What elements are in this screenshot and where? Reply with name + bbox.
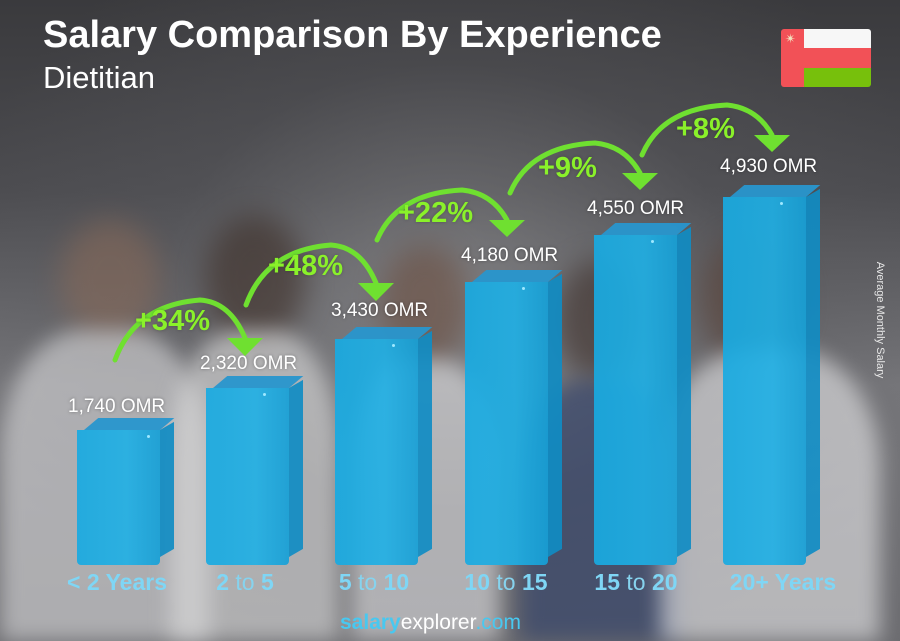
pct-increase-4: +9%	[538, 152, 597, 184]
y-axis-label: Average Monthly Salary	[874, 261, 886, 379]
bar-6	[723, 185, 821, 565]
pct-increase-2: +48%	[268, 250, 343, 282]
oman-flag-icon: ✴	[781, 29, 871, 87]
value-label-2: 2,320 OMR	[200, 353, 298, 374]
emblem-icon: ✴	[785, 31, 796, 46]
category-label-4: 10 to 15	[464, 569, 548, 595]
pct-increase-1: +34%	[135, 305, 210, 337]
category-label-1: < 2 Years	[67, 569, 167, 595]
value-label-6: 4,930 OMR	[720, 156, 818, 177]
chart-subtitle: Dietitian	[43, 60, 155, 95]
value-label-5: 4,550 OMR	[587, 198, 685, 219]
bar-2	[206, 376, 304, 565]
bar-4	[465, 270, 563, 565]
brand-logo: salaryexplorer.com	[340, 611, 521, 634]
value-label-1: 1,740 OMR	[68, 396, 166, 417]
pct-increase-5: +8%	[676, 113, 735, 145]
chart-title: Salary Comparison By Experience	[43, 14, 662, 56]
increase-arrow-icon-1	[112, 297, 263, 363]
increase-arrow-icon-2	[243, 242, 394, 308]
bar-1	[77, 418, 175, 565]
pct-increase-3: +22%	[398, 197, 473, 229]
value-label-4: 4,180 OMR	[461, 245, 559, 266]
increase-arrow-icon-3	[374, 187, 525, 243]
category-label-6: 20+ Years	[729, 569, 837, 595]
increase-arrow-icon-4	[507, 140, 658, 196]
category-label-2: 2 to 5	[216, 569, 274, 595]
value-label-3: 3,430 OMR	[331, 300, 429, 321]
bar-5	[594, 223, 692, 565]
category-label-3: 5 to 10	[338, 569, 410, 595]
category-label-5: 15 to 20	[594, 569, 678, 595]
increase-arrow-icon-5	[639, 102, 790, 158]
bar-3	[335, 327, 433, 565]
